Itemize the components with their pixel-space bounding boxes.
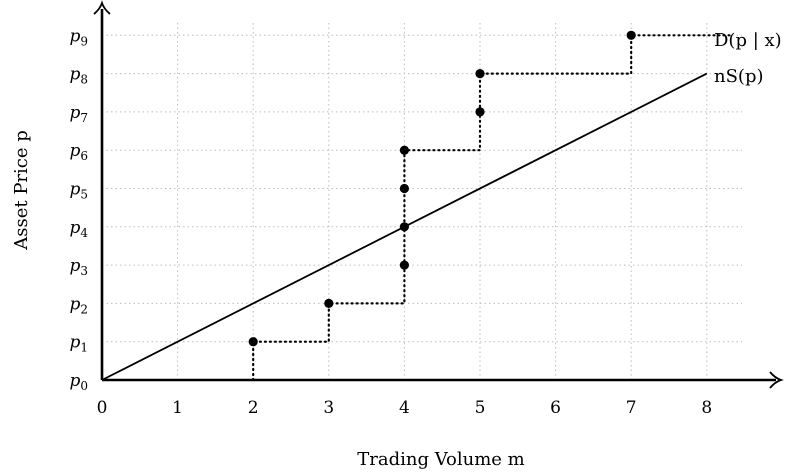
axes: [93, 0, 784, 389]
demand-point: [399, 145, 409, 155]
y-axis-arrow: [93, 0, 111, 15]
y-axis-label: Asset Price p: [11, 130, 32, 251]
y-tick-label: p1: [69, 333, 88, 355]
grid: [102, 22, 742, 380]
y-tick-label: p7: [69, 103, 88, 125]
x-tick-label: 3: [323, 398, 334, 418]
y-tick-label: p5: [69, 180, 88, 202]
demand-point: [626, 30, 636, 40]
demand-point: [475, 107, 485, 117]
y-tick-label: p9: [69, 26, 88, 48]
demand-point: [324, 298, 334, 308]
x-tick-label: 6: [550, 398, 561, 418]
y-tick-label: p0: [69, 371, 88, 393]
labels: Trading Volume m Asset Price p D(p | x) nS(…: [11, 30, 782, 470]
y-tick-label: p4: [69, 218, 88, 240]
demand-point: [248, 337, 258, 347]
x-tick-label: 0: [97, 398, 108, 418]
x-tick-label: 1: [172, 398, 183, 418]
supply-series-label: nS(p): [714, 66, 764, 87]
x-tick-label: 7: [626, 398, 637, 418]
y-tick-label: p2: [69, 294, 88, 316]
x-axis-arrow: [769, 371, 784, 389]
demand-step-line: [252, 34, 731, 382]
y-tick-label: p3: [69, 256, 88, 278]
demand-series-label: D(p | x): [714, 30, 782, 51]
x-axis-label: Trading Volume m: [357, 449, 525, 470]
x-tick-label: 2: [248, 398, 259, 418]
demand-point: [399, 260, 409, 270]
x-tick-label: 5: [475, 398, 486, 418]
demand-point: [399, 222, 409, 232]
demand-series: [248, 30, 731, 382]
y-tick-label: p8: [69, 65, 88, 87]
demand-point: [399, 183, 409, 194]
x-tick-label: 4: [399, 398, 410, 418]
y-tick-label: p6: [69, 141, 88, 163]
tick-labels: 0 1 2 3 4 5 6 7 8 p0 p1 p2 p3 p4 p5 p6 p7 p8 p9: [69, 26, 712, 418]
demand-point: [475, 69, 485, 79]
x-tick-label: 8: [701, 398, 712, 418]
